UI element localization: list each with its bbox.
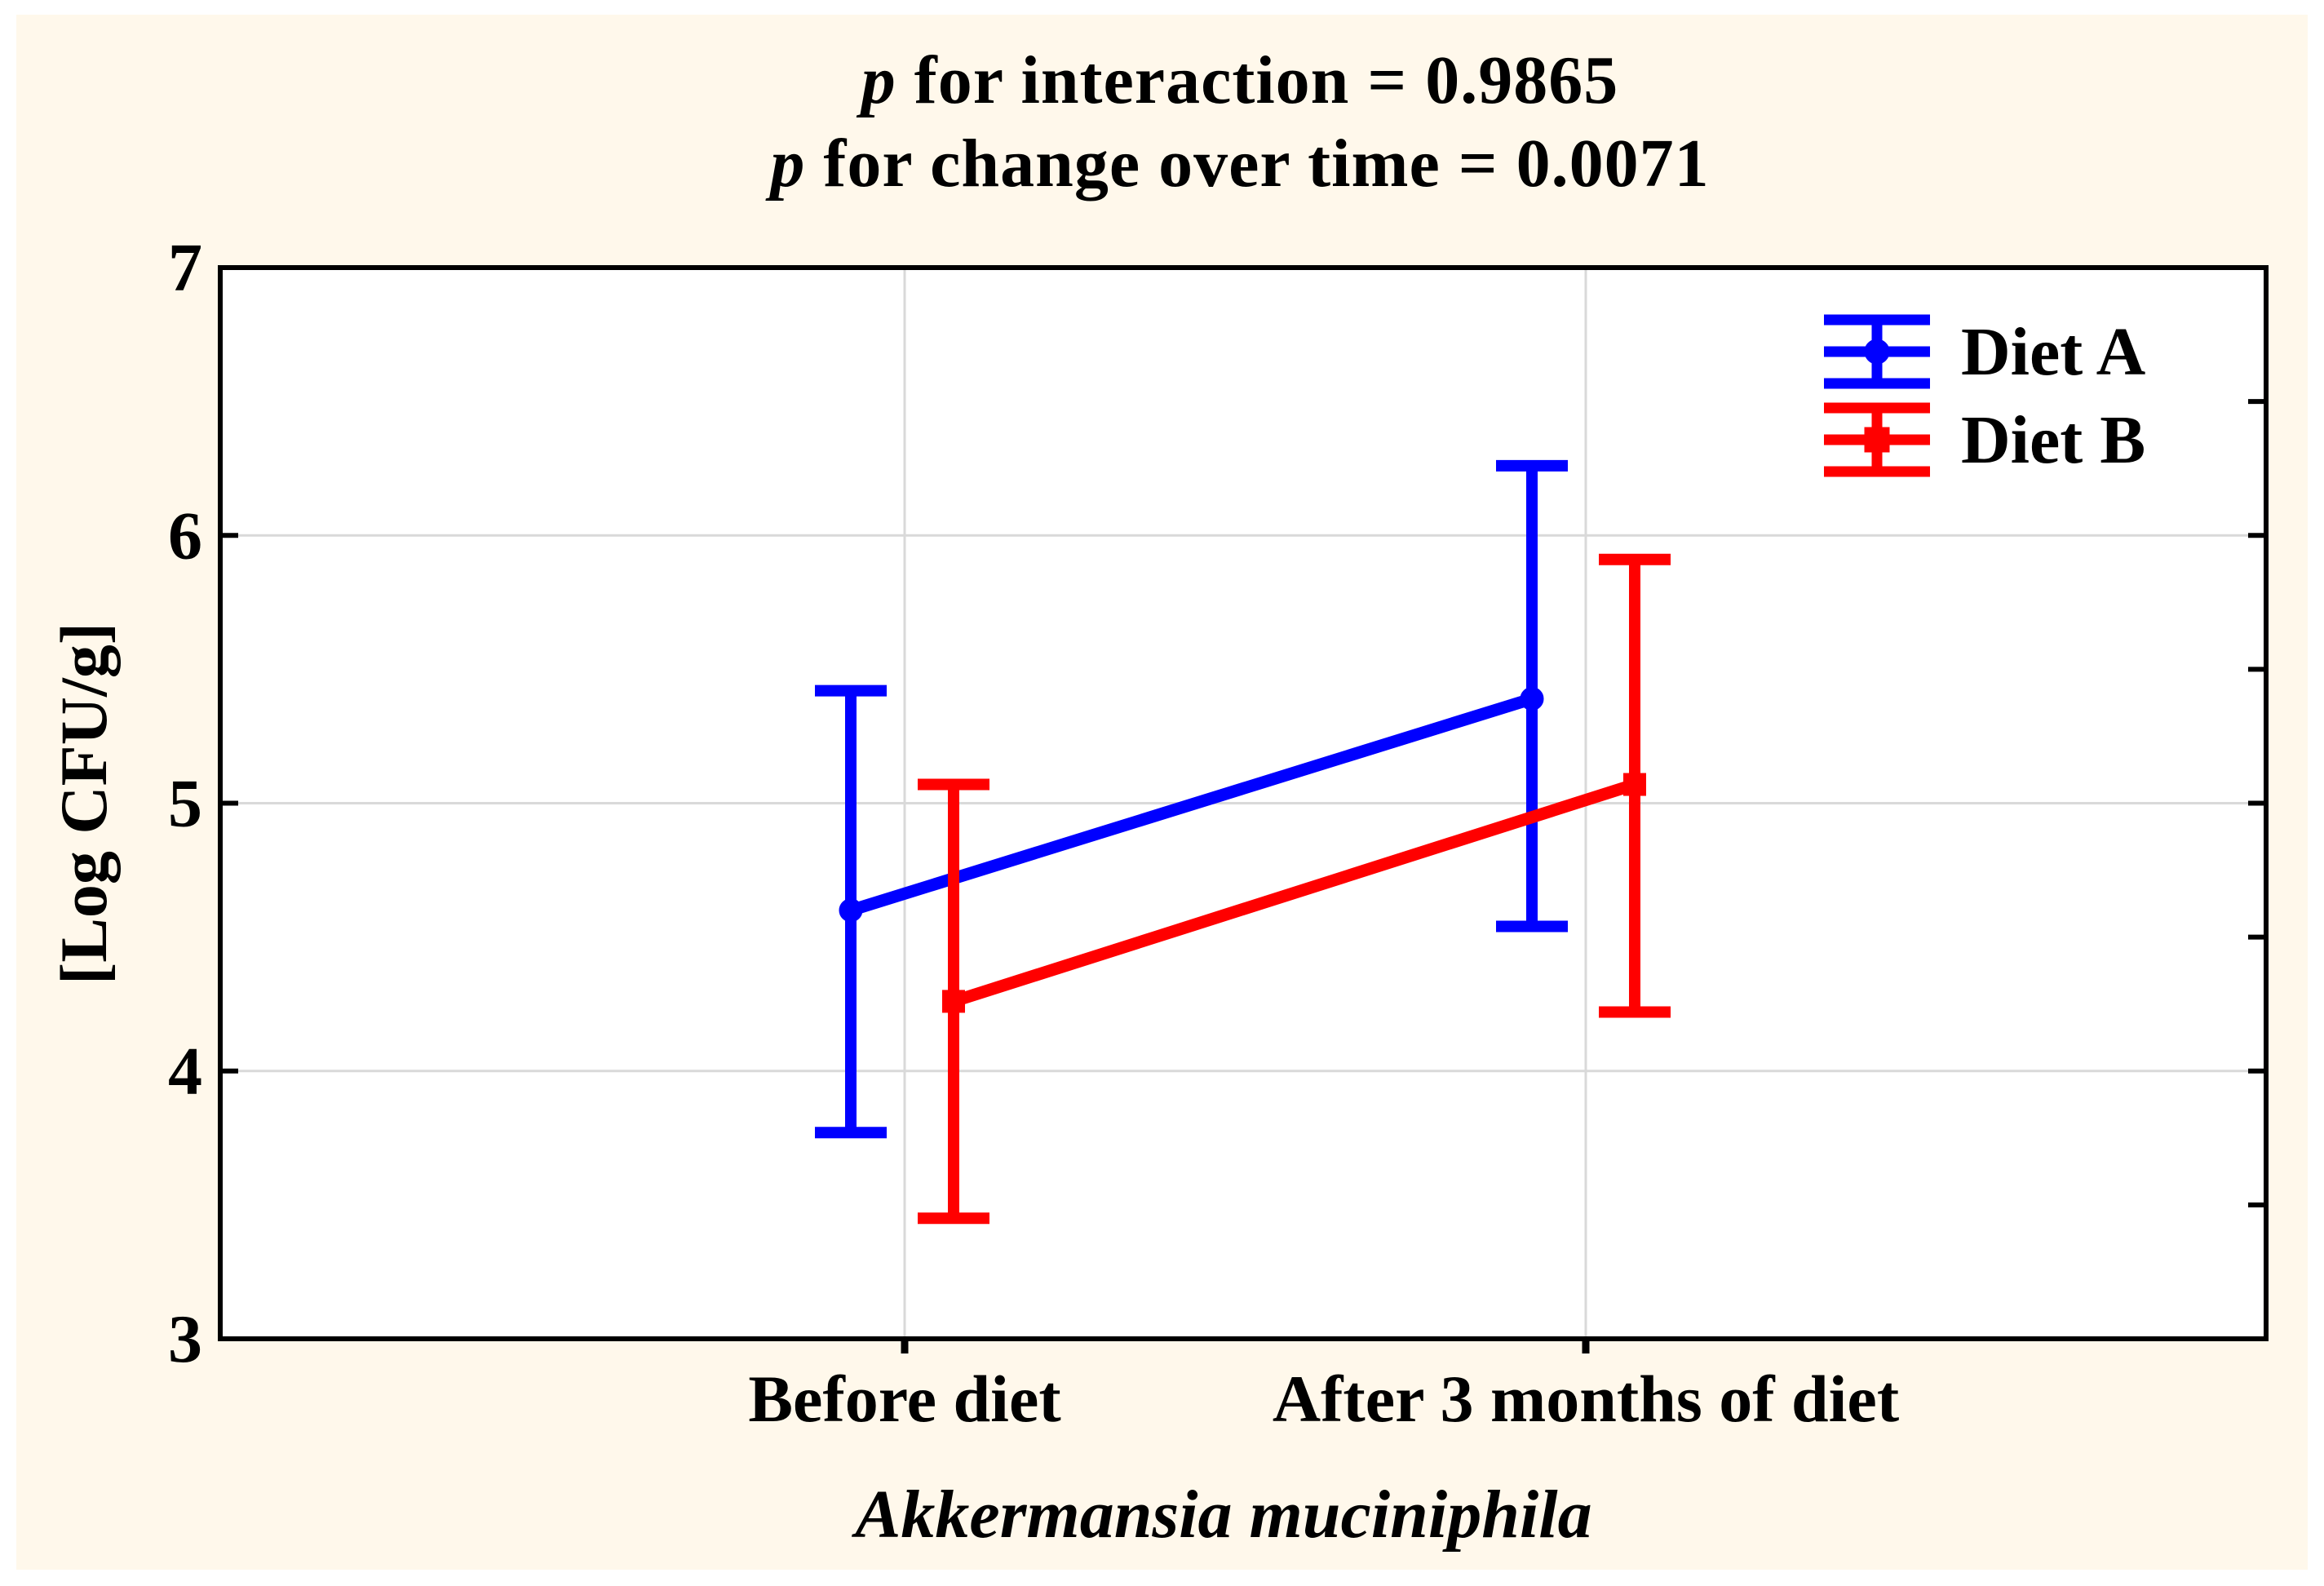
series-diet-a xyxy=(815,459,1568,1139)
legend-label-diet-b: Diet B xyxy=(1961,401,2146,478)
y-tick-label: 5 xyxy=(168,766,202,842)
legend-item-diet-b: Diet B xyxy=(1824,401,2145,479)
error-bar-square-icon xyxy=(1824,402,1930,477)
plot-frame xyxy=(218,265,2269,1341)
data-point-marker xyxy=(1623,773,1646,796)
annotation-p-change-over-time: p for change over time = 0.0071 xyxy=(770,124,1709,203)
x-tick-label-after-diet: After 3 months of diet xyxy=(1272,1362,1900,1436)
y-tick-labels: 3 4 5 6 7 xyxy=(168,230,202,1377)
y-axis-title: [Log CFU/g] xyxy=(46,622,121,986)
annotation-text: for change over time = 0.0071 xyxy=(805,126,1710,202)
data-point-marker xyxy=(839,898,863,923)
y-tick-label: 3 xyxy=(168,1301,202,1377)
annotation-italic-p: p xyxy=(770,126,806,202)
data-point-marker xyxy=(942,990,965,1013)
annotation-text: for interaction = 0.9865 xyxy=(896,42,1619,118)
y-tick-label: 4 xyxy=(168,1034,202,1110)
annotation-p-interaction: p for interaction = 0.9865 xyxy=(861,41,1619,120)
x-tick-label-before-diet: Before diet xyxy=(748,1362,1061,1436)
legend-label-diet-a: Diet A xyxy=(1961,313,2146,390)
axis-ticks xyxy=(223,265,2264,1353)
error-bar-circle-icon xyxy=(1824,314,1930,389)
series-diet-b xyxy=(918,553,1671,1225)
y-tick-label: 6 xyxy=(168,498,202,574)
y-tick-label: 7 xyxy=(168,230,202,306)
legend-item-diet-a: Diet A xyxy=(1824,312,2145,391)
annotation-italic-p: p xyxy=(861,42,896,118)
data-point-marker xyxy=(1520,686,1544,711)
x-axis-title: Akkermansia muciniphila xyxy=(855,1477,1592,1553)
legend: Diet A Diet B xyxy=(1824,312,2145,479)
gridlines xyxy=(220,268,2266,1339)
